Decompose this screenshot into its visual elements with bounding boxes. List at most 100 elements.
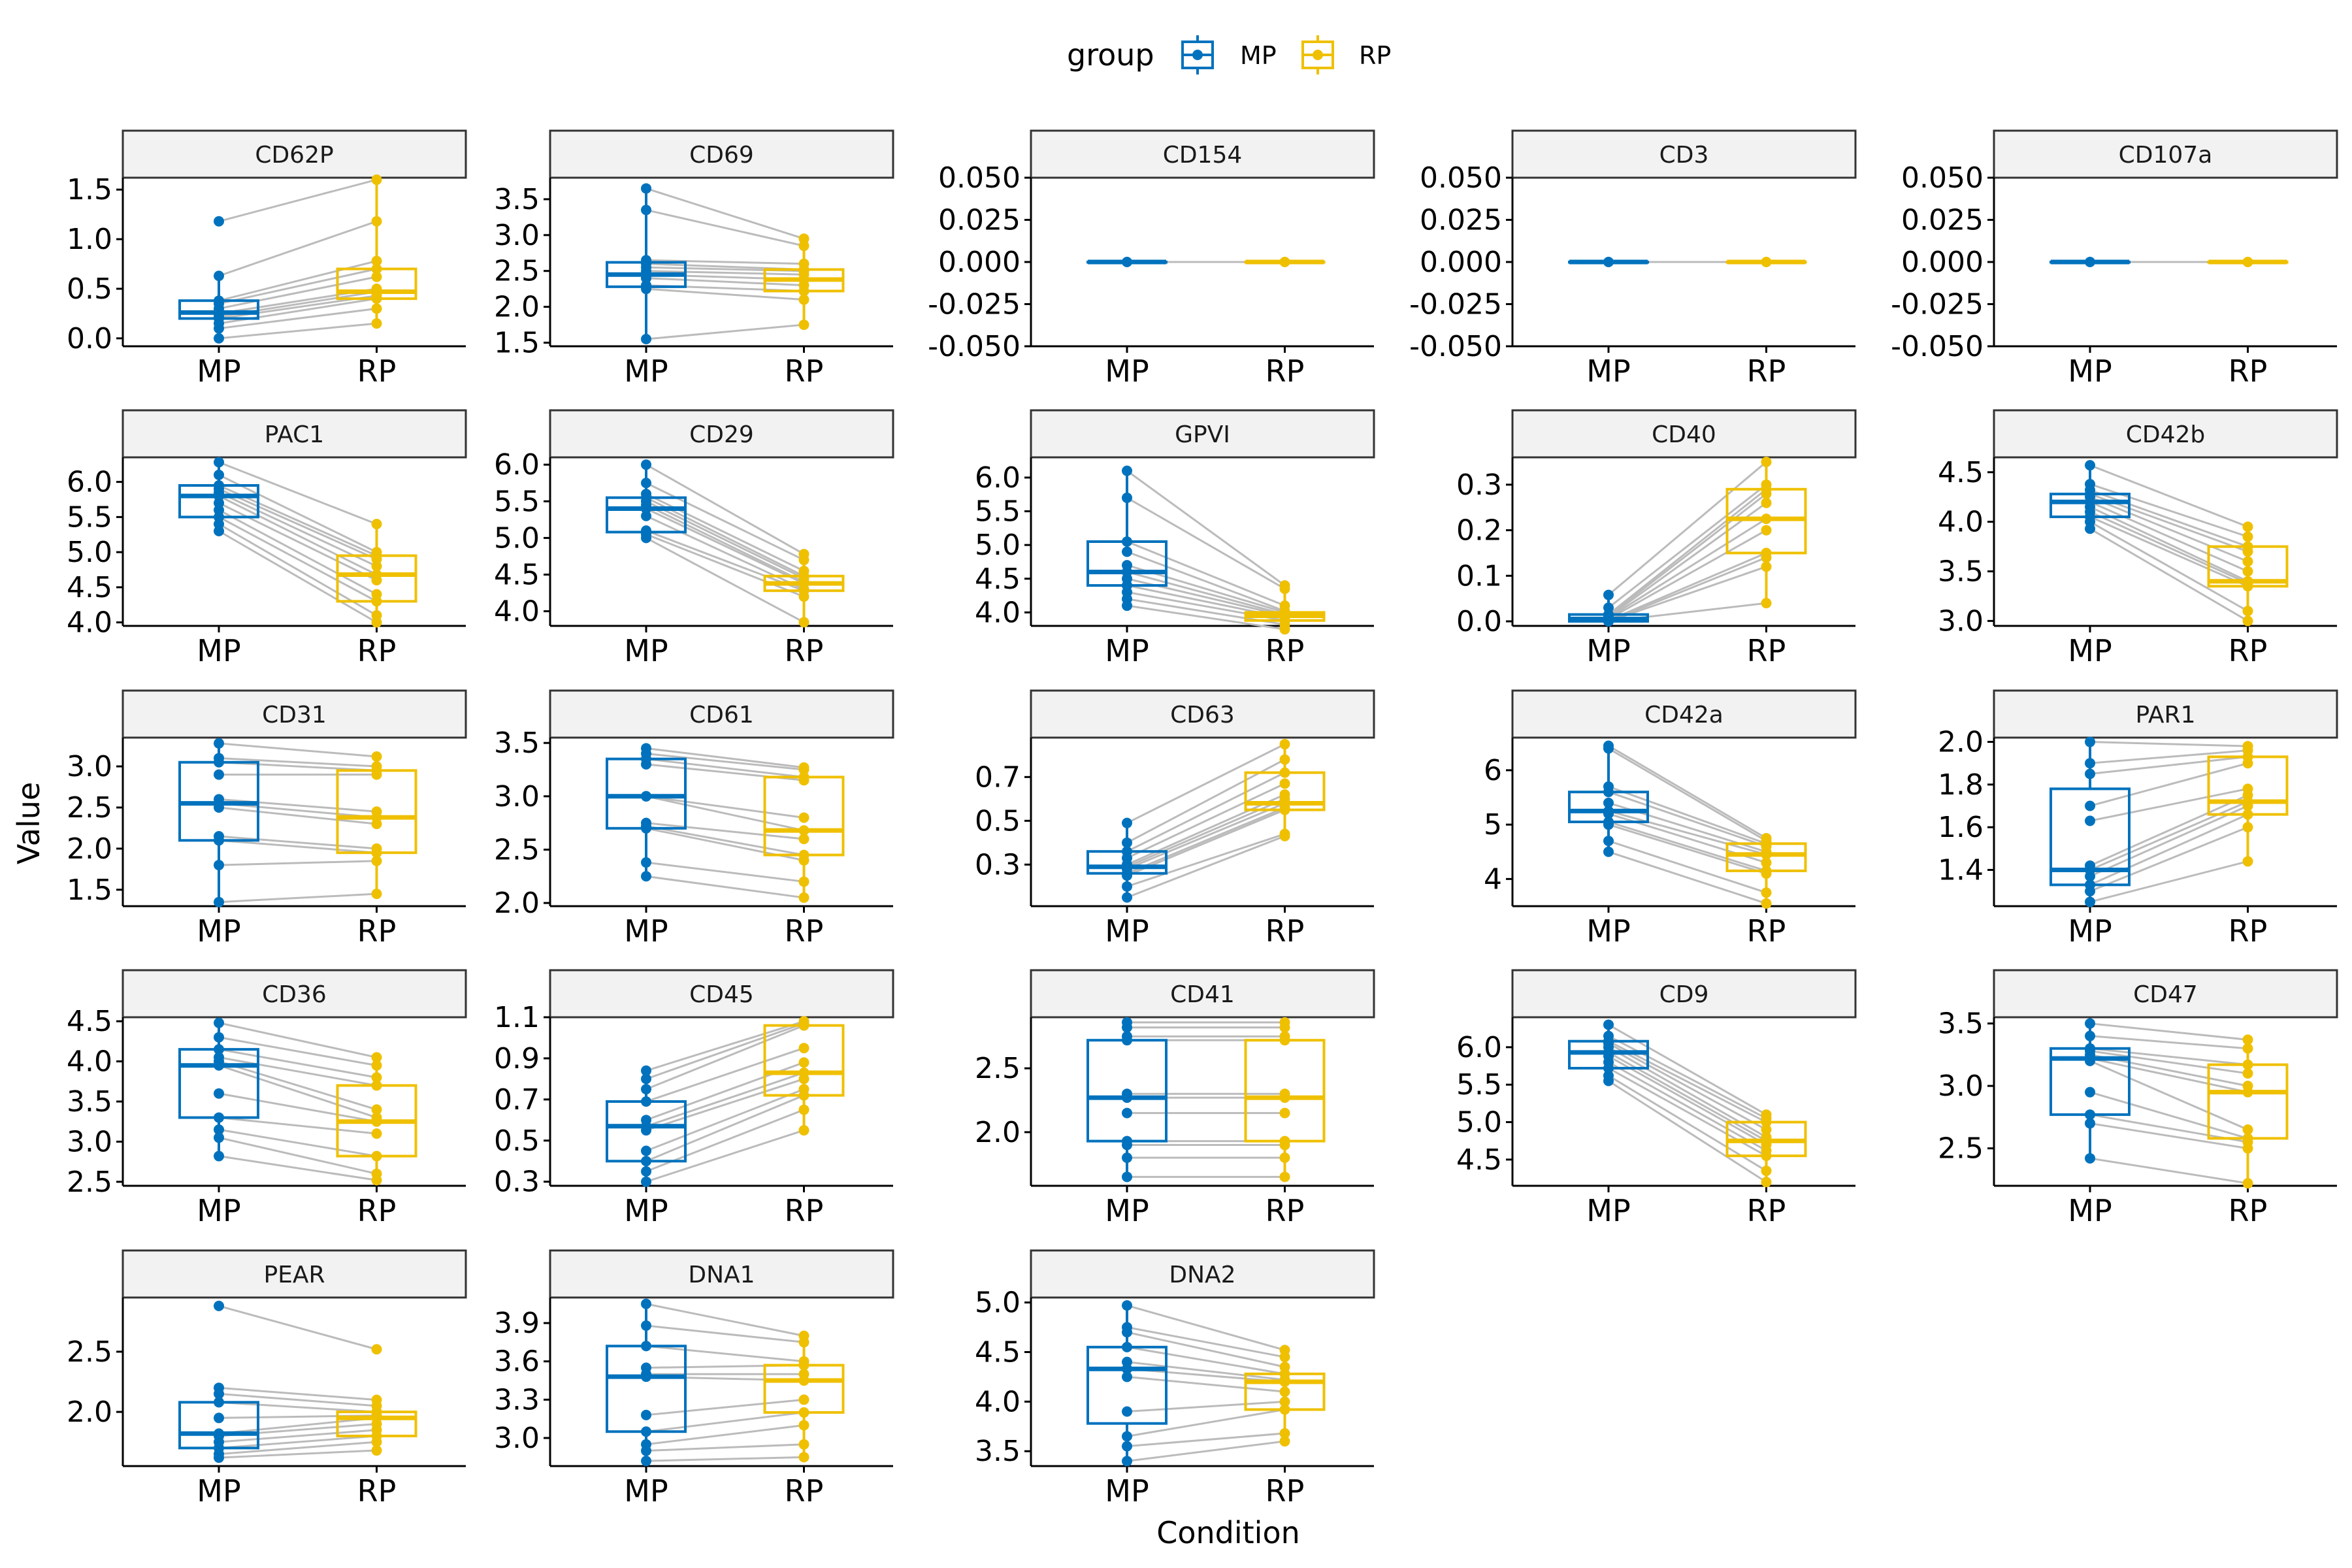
facet-gpvi: GPVI 4.04.55.05.56.0 MP RP (975, 409, 1375, 668)
x-tick-label: RP (357, 633, 397, 668)
x-tick-label: RP (785, 633, 824, 668)
y-tick-label: 0.000 (1901, 246, 1984, 279)
facet-cd47: CD47 2.5 3.0 3.5 MP RP (1938, 969, 2338, 1228)
y-tick-label: 3.0 (494, 780, 540, 813)
pair-line (218, 1429, 377, 1443)
data-point (371, 1344, 382, 1355)
pair-line (1126, 793, 1286, 866)
facet-title: CD63 (1170, 702, 1235, 728)
pair-line (218, 1386, 377, 1401)
pair-line (2089, 521, 2249, 612)
pair-line (645, 529, 805, 592)
y-tick-label: 3.0 (67, 750, 112, 783)
box-mp (1086, 1300, 1168, 1467)
pair-line (218, 178, 377, 223)
data-point (2242, 822, 2253, 833)
pair-line (1608, 785, 1767, 845)
data-point (798, 1394, 809, 1405)
data-point (2242, 1081, 2253, 1092)
data-point (1122, 1441, 1132, 1452)
pair-line (218, 757, 377, 768)
pair-line (2089, 496, 2249, 563)
facet-dna1: DNA1 3.0 3.3 3.6 3.9 MP RP (494, 1249, 894, 1509)
box-mp (2050, 1018, 2131, 1164)
pair-line (218, 276, 377, 310)
box-rp (336, 519, 417, 628)
y-tick-label: 0.5 (975, 804, 1021, 838)
data-point (214, 1300, 224, 1311)
y-axis-title: Value (11, 782, 46, 864)
pair-line (2089, 515, 2249, 587)
data-point (1603, 740, 1614, 751)
pair-line (1608, 557, 1767, 623)
data-point (2085, 1118, 2095, 1129)
y-tick-label: 0.025 (1420, 204, 1502, 237)
box-rp (1725, 257, 1807, 267)
data-point (798, 1452, 809, 1463)
facet-strip (122, 129, 467, 179)
data-point (1279, 767, 1290, 778)
data-point (1279, 1088, 1290, 1100)
pair-line (218, 1136, 377, 1175)
pair-line (1608, 517, 1767, 619)
x-tick-label: RP (785, 1193, 824, 1228)
pair-line (218, 761, 377, 772)
data-point (798, 1057, 809, 1068)
x-tick-label: MP (197, 633, 240, 668)
data-point (641, 183, 651, 194)
box-mp (606, 183, 687, 345)
pair-line (645, 508, 805, 585)
data-point (641, 1145, 651, 1156)
facet-strip (549, 1249, 894, 1299)
box-mp (2050, 460, 2131, 534)
data-point (2085, 1043, 2095, 1054)
y-tick-label: 0.3 (494, 1166, 540, 1199)
data-point (2242, 615, 2253, 627)
pair-line (218, 742, 377, 758)
y-tick-label: 3.5 (494, 727, 540, 760)
data-point (1279, 1345, 1290, 1356)
facet-title: DNA1 (688, 1262, 755, 1288)
x-tick-label: RP (785, 913, 824, 949)
pair-line (2089, 489, 2249, 548)
data-point (371, 889, 382, 900)
x-tick-label: MP (1586, 913, 1630, 949)
pair-line (218, 220, 377, 277)
data-point (214, 1124, 224, 1135)
legend-key-rp (1301, 35, 1334, 74)
pair-line (218, 1435, 377, 1449)
data-point (1279, 754, 1290, 765)
facet-title: PAR1 (2136, 702, 2196, 728)
data-point (1122, 1107, 1132, 1119)
data-point (214, 1413, 224, 1424)
data-point (2242, 521, 2253, 532)
pair-line (1608, 488, 1767, 615)
facet-cd36: CD36 2.5 3.0 3.5 4.0 4.5 MP RP (67, 969, 467, 1228)
box-mp (1086, 817, 1168, 903)
pair-line (2089, 1122, 2248, 1150)
facet-strip (549, 129, 894, 179)
facet-title: CD107a (2119, 142, 2213, 169)
facet-strip (549, 689, 894, 739)
data-point (641, 871, 651, 882)
x-tick-label: MP (1105, 913, 1149, 949)
pair-line (645, 861, 804, 883)
legend-label-mp: MP (1240, 41, 1277, 70)
data-point (798, 1407, 809, 1418)
data-point (1122, 1031, 1132, 1042)
y-tick-label: 2.0 (975, 1116, 1021, 1149)
data-point (1761, 1166, 1772, 1177)
facet-strip (1993, 689, 2338, 739)
x-tick-label: MP (624, 1473, 668, 1509)
data-point (1122, 837, 1132, 848)
data-point (371, 255, 382, 267)
x-tick-label: RP (2229, 633, 2268, 668)
box-mp (606, 1065, 687, 1187)
pair-line (645, 747, 804, 769)
y-tick-label: 6.0 (975, 461, 1021, 495)
facet-cd61: CD61 2.0 2.5 3.0 3.5 MP RP (494, 689, 894, 949)
y-tick-label: 0.7 (975, 760, 1021, 794)
data-point (641, 204, 651, 216)
pair-line (645, 1411, 804, 1433)
pair-line (2089, 755, 2248, 776)
